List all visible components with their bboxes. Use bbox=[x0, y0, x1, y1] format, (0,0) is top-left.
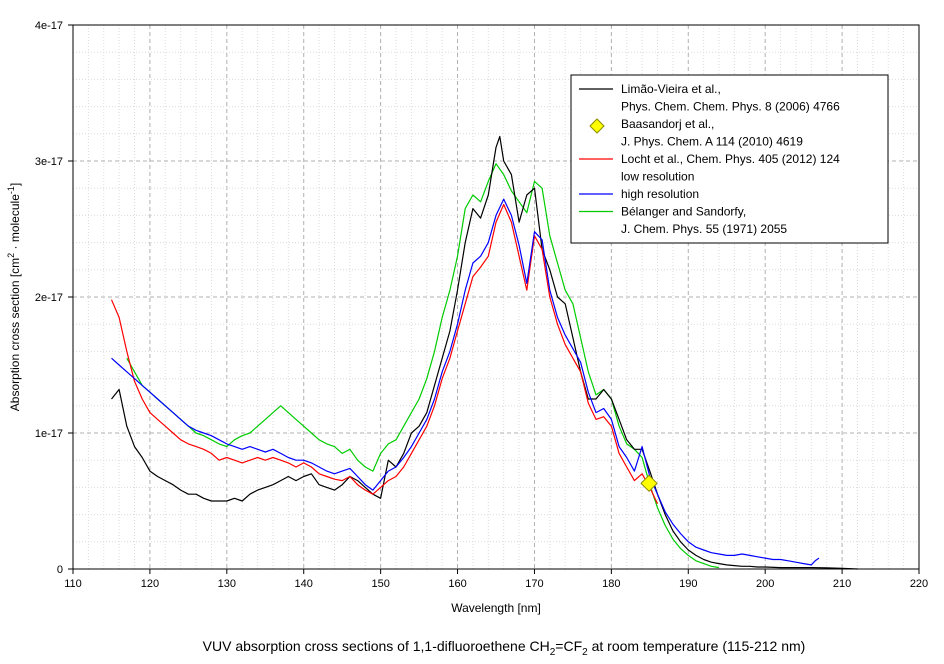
x-tick-label: 180 bbox=[602, 578, 620, 590]
legend-label: Baasandorj et al., bbox=[621, 117, 714, 131]
x-tick-label: 200 bbox=[756, 578, 774, 590]
legend-label: Phys. Chem. Chem. Phys. 8 (2006) 4766 bbox=[621, 100, 840, 114]
legend-label: high resolution bbox=[621, 187, 699, 201]
y-axis-label-sup1: 2 bbox=[6, 253, 16, 258]
caption-middle: =CF bbox=[555, 638, 582, 654]
figure-caption: VUV absorption cross sections of 1,1-dif… bbox=[203, 638, 806, 658]
series-line-limao bbox=[111, 135, 858, 570]
legend-label: Bélanger and Sandorfy, bbox=[621, 205, 746, 219]
y-tick-label: 1e-17 bbox=[35, 428, 63, 440]
legend-symbol-baasandorj bbox=[589, 118, 605, 134]
legend-label: J. Chem. Phys. 55 (1971) 2055 bbox=[621, 222, 787, 236]
x-tick-label: 110 bbox=[64, 578, 82, 590]
legend-box bbox=[570, 74, 889, 244]
caption-suffix: at room temperature (115-212 nm) bbox=[588, 638, 806, 654]
x-tick-label: 120 bbox=[141, 578, 159, 590]
y-axis-label-base: Absorption cross section [cm bbox=[8, 258, 22, 411]
series-line-belanger bbox=[126, 163, 720, 569]
x-tick-label: 210 bbox=[833, 578, 851, 590]
legend: Limão-Vieira et al., Phys. Chem. Chem. Ph… bbox=[570, 74, 889, 244]
x-tick-label: 220 bbox=[910, 578, 928, 590]
y-axis-label-mid: · molecule bbox=[8, 194, 22, 253]
y-axis-label: Absorption cross section [cm2 · molecule… bbox=[6, 183, 22, 411]
x-tick-label: 160 bbox=[448, 578, 466, 590]
ticks: 110 120 130 140 150 160 170 180 190 200 210 220 0 1e-… bbox=[35, 20, 928, 590]
legend-label: Limão-Vieira et al., bbox=[621, 82, 721, 96]
x-tick-label: 190 bbox=[679, 578, 697, 590]
y-axis-label-end: ] bbox=[8, 183, 22, 186]
x-tick-label: 130 bbox=[218, 578, 236, 590]
y-axis-label-sup2: -1 bbox=[6, 186, 16, 194]
caption-sub2: 2 bbox=[582, 647, 588, 658]
series-line-locht_low bbox=[110, 203, 659, 504]
y-tick-label: 2e-17 bbox=[35, 292, 63, 304]
legend-label: J. Phys. Chem. A 114 (2010) 4619 bbox=[621, 135, 803, 149]
series-line-locht_high bbox=[111, 198, 820, 566]
series-marker-baasandorj bbox=[640, 474, 658, 493]
y-tick-label: 4e-17 bbox=[35, 20, 63, 32]
caption-sub1: 2 bbox=[550, 647, 556, 658]
series-layer bbox=[110, 135, 858, 570]
legend-label: low resolution bbox=[621, 170, 694, 184]
y-tick-label: 3e-17 bbox=[35, 156, 63, 168]
x-tick-label: 170 bbox=[525, 578, 543, 590]
caption-prefix: VUV absorption cross sections of 1,1-dif… bbox=[203, 638, 550, 654]
x-axis-label: Wavelength [nm] bbox=[451, 601, 541, 615]
legend-label: Locht et al., Chem. Phys. 405 (2012) 124 bbox=[621, 152, 840, 166]
x-tick-label: 150 bbox=[371, 578, 389, 590]
y-tick-label: 0 bbox=[57, 564, 63, 576]
x-tick-label: 140 bbox=[295, 578, 313, 590]
